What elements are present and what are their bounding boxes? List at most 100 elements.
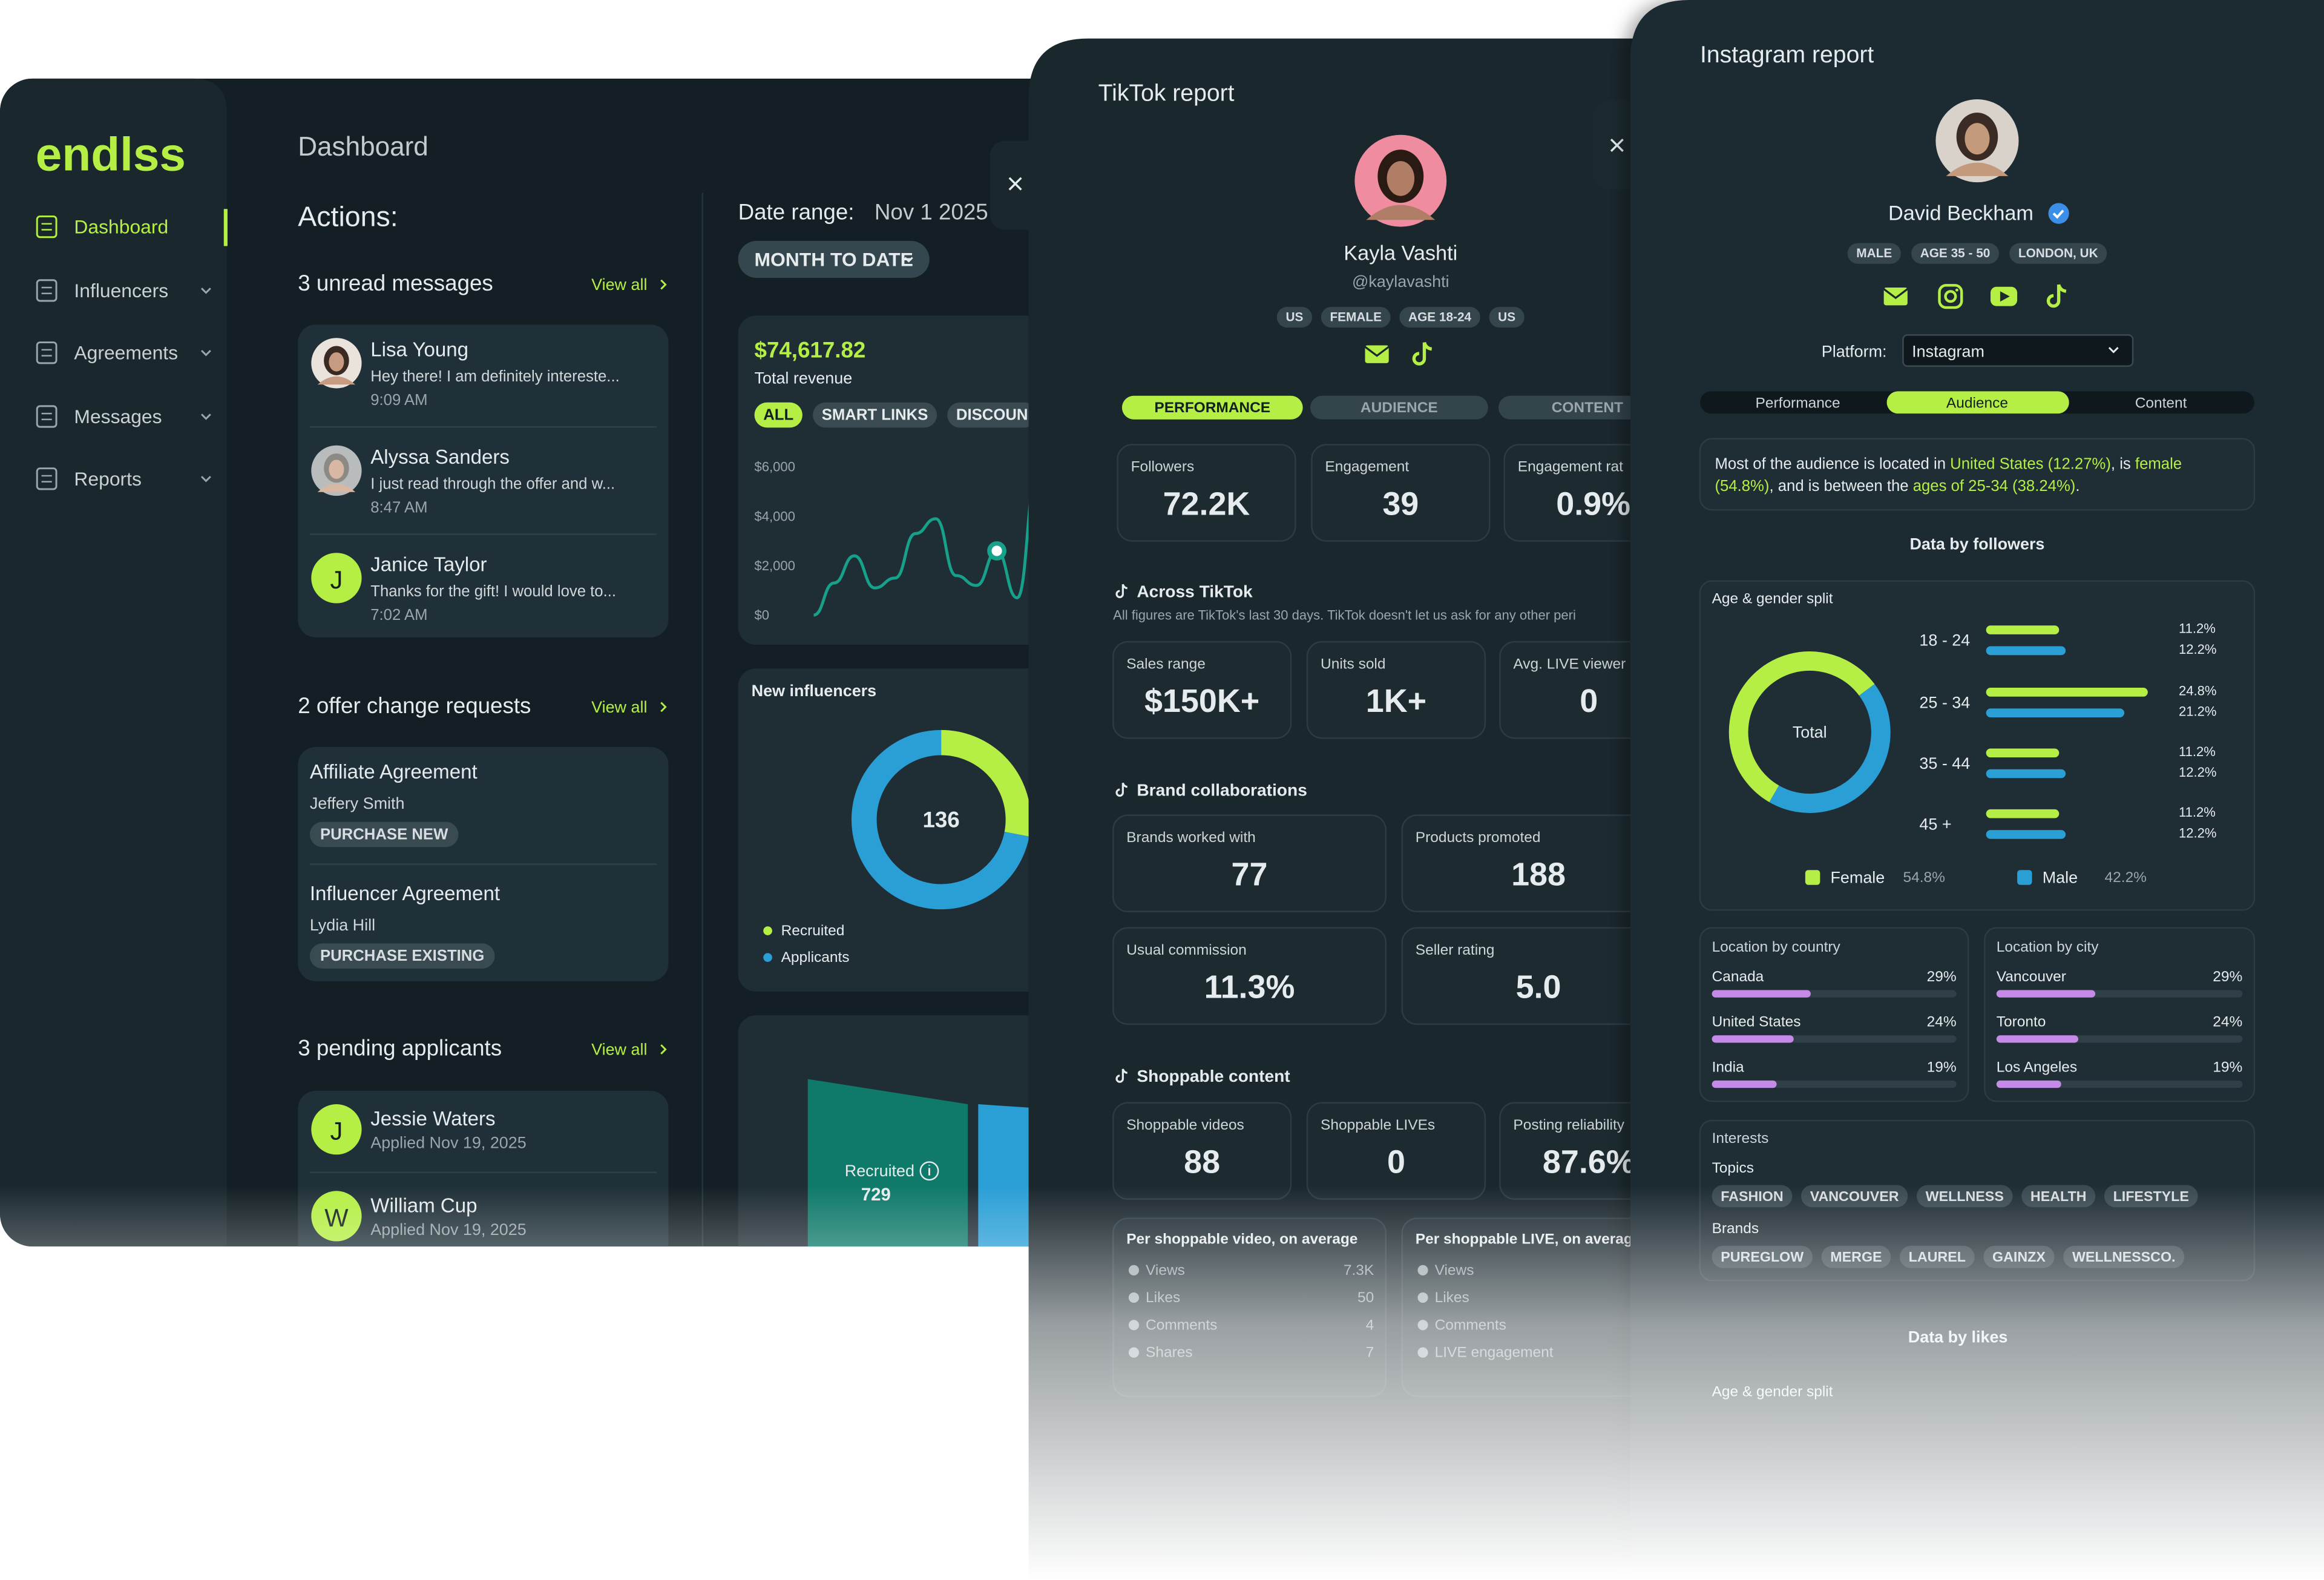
message-item[interactable]: Lisa Young Hey there! I am definitely int… xyxy=(311,338,620,409)
legend-label: Female xyxy=(1830,868,1885,886)
date-label: Date range: xyxy=(738,200,855,225)
tab-label[interactable]: PERFORMANCE xyxy=(1154,400,1270,416)
tiktok-note xyxy=(1115,584,1128,599)
stat-value: 0 xyxy=(1387,1144,1405,1180)
nav-icon-lines xyxy=(41,412,52,421)
message-item[interactable]: J Janice Taylor Thanks for the gift! I wou… xyxy=(311,553,616,624)
stat-value: 87.6% xyxy=(1543,1144,1635,1180)
view-all-link[interactable]: View all xyxy=(591,698,647,716)
message-time: 7:02 AM xyxy=(370,607,427,624)
tab-bg[interactable] xyxy=(1498,395,1647,420)
platform-select[interactable] xyxy=(1902,334,2134,367)
tab-label[interactable]: CONTENT xyxy=(1552,400,1623,416)
male-bar xyxy=(1986,708,2125,718)
stat-label: Products promoted xyxy=(1416,829,1541,846)
tab-label[interactable]: Content xyxy=(2135,395,2187,411)
stat-value: 77 xyxy=(1232,857,1268,893)
tab-label[interactable]: Performance xyxy=(1756,395,1840,411)
tab-bg[interactable] xyxy=(1310,395,1488,420)
tiktok-icon xyxy=(1115,1068,1128,1083)
legend-label: Male xyxy=(2043,868,2078,886)
avatar-body xyxy=(1946,162,2009,176)
date-preset[interactable]: MONTH TO DATE xyxy=(755,248,913,270)
stat-card xyxy=(1306,640,1486,739)
profile-name: Kayla Vashti xyxy=(1344,242,1457,265)
chevron xyxy=(660,1044,667,1055)
profile-tag: AGE 35 - 50 xyxy=(1920,246,1991,260)
stat-label: Engagement xyxy=(1325,459,1409,475)
view-all-link[interactable]: View all xyxy=(591,275,647,294)
offer-title: Influencer Agreement xyxy=(310,883,500,905)
section-title: Shoppable content xyxy=(1137,1067,1290,1085)
nav-label[interactable]: Influencers xyxy=(74,280,168,301)
platform-value[interactable]: Instagram xyxy=(1912,342,1984,360)
stat-value: 1K+ xyxy=(1366,683,1426,719)
stat-value: 88 xyxy=(1184,1144,1220,1180)
nav-item[interactable]: Messages xyxy=(36,405,211,428)
tab-bg[interactable] xyxy=(1121,395,1303,420)
stat-card xyxy=(1311,444,1491,542)
mail-body xyxy=(1883,287,1908,306)
legend-label: Recruited xyxy=(781,923,845,939)
tab-label[interactable]: Audience xyxy=(1946,395,2008,411)
nav-label[interactable]: Agreements xyxy=(74,342,178,364)
avatar-face xyxy=(329,352,344,372)
offer-name: Lydia Hill xyxy=(310,916,375,934)
avatar-initial: J xyxy=(330,1117,343,1145)
location-card xyxy=(1699,927,1969,1102)
message-preview: Hey there! I am definitely intereste... xyxy=(370,368,620,385)
nav-label[interactable]: Messages xyxy=(74,406,162,427)
location-share: 24% xyxy=(1927,1014,1957,1030)
filter-pill[interactable]: SMART LINKS xyxy=(822,407,928,424)
nav-label[interactable]: Reports xyxy=(74,468,141,490)
message-item[interactable]: Alyssa Sanders I just read through the of… xyxy=(311,445,615,516)
donut-segment xyxy=(851,729,1031,910)
avatar-face xyxy=(1965,123,1990,155)
tag-row: MALE AGE 35 - 50 LONDON, UK xyxy=(1847,243,2107,264)
nav-item[interactable]: Reports xyxy=(36,467,211,490)
card-title: Location by country xyxy=(1712,939,1841,955)
sender-name: Janice Taylor xyxy=(370,553,487,576)
pill-bg xyxy=(1489,306,1525,328)
insta-frame xyxy=(1938,284,1963,309)
chevron xyxy=(660,702,667,713)
nav-item[interactable]: Dashboard xyxy=(36,215,168,239)
location-bar xyxy=(1712,990,1811,998)
nav-item[interactable]: Influencers xyxy=(36,279,211,302)
verified-check xyxy=(2052,209,2064,219)
youtube-icon xyxy=(1990,286,2018,306)
female-bar xyxy=(1986,688,2148,697)
location-bar xyxy=(1712,1080,1777,1088)
profile-tag: US xyxy=(1498,310,1515,324)
chevron xyxy=(660,279,667,290)
sender-name: Lisa Young xyxy=(370,338,468,361)
tiktok-icon xyxy=(1115,584,1128,599)
nav-label[interactable]: Dashboard xyxy=(74,216,168,238)
card-title: Age & gender split xyxy=(1712,591,1833,607)
pill-bg xyxy=(309,821,459,848)
section-heading: Data by followers xyxy=(1909,535,2044,553)
summary-segment: , and is between the xyxy=(1769,478,1912,495)
filter-pill[interactable]: DISCOUN xyxy=(956,407,1028,424)
offer-badge: PURCHASE NEW xyxy=(320,826,448,843)
y-tick-label: $6,000 xyxy=(755,459,795,475)
active-indicator xyxy=(223,209,228,246)
platform-label: Platform: xyxy=(1822,342,1887,360)
male-bar xyxy=(1986,830,2066,839)
summary-segment: . xyxy=(2075,478,2079,495)
profile-handle: @kaylavashti xyxy=(1352,272,1449,291)
legend-swatch xyxy=(2017,870,2032,885)
chevron xyxy=(201,413,211,420)
sidebar xyxy=(0,78,227,1247)
section-heading: 3 pending applicants xyxy=(298,1036,502,1061)
view-all-link[interactable]: View all xyxy=(591,1040,647,1058)
tab-label[interactable]: AUDIENCE xyxy=(1361,400,1438,416)
filter-pill[interactable]: ALL xyxy=(763,407,793,424)
pill-bg xyxy=(813,402,937,428)
location-share: 19% xyxy=(2213,1059,2242,1075)
nav-icon-lines xyxy=(41,475,52,482)
nav-item[interactable]: Agreements xyxy=(36,341,211,364)
avatar-body xyxy=(317,484,356,492)
